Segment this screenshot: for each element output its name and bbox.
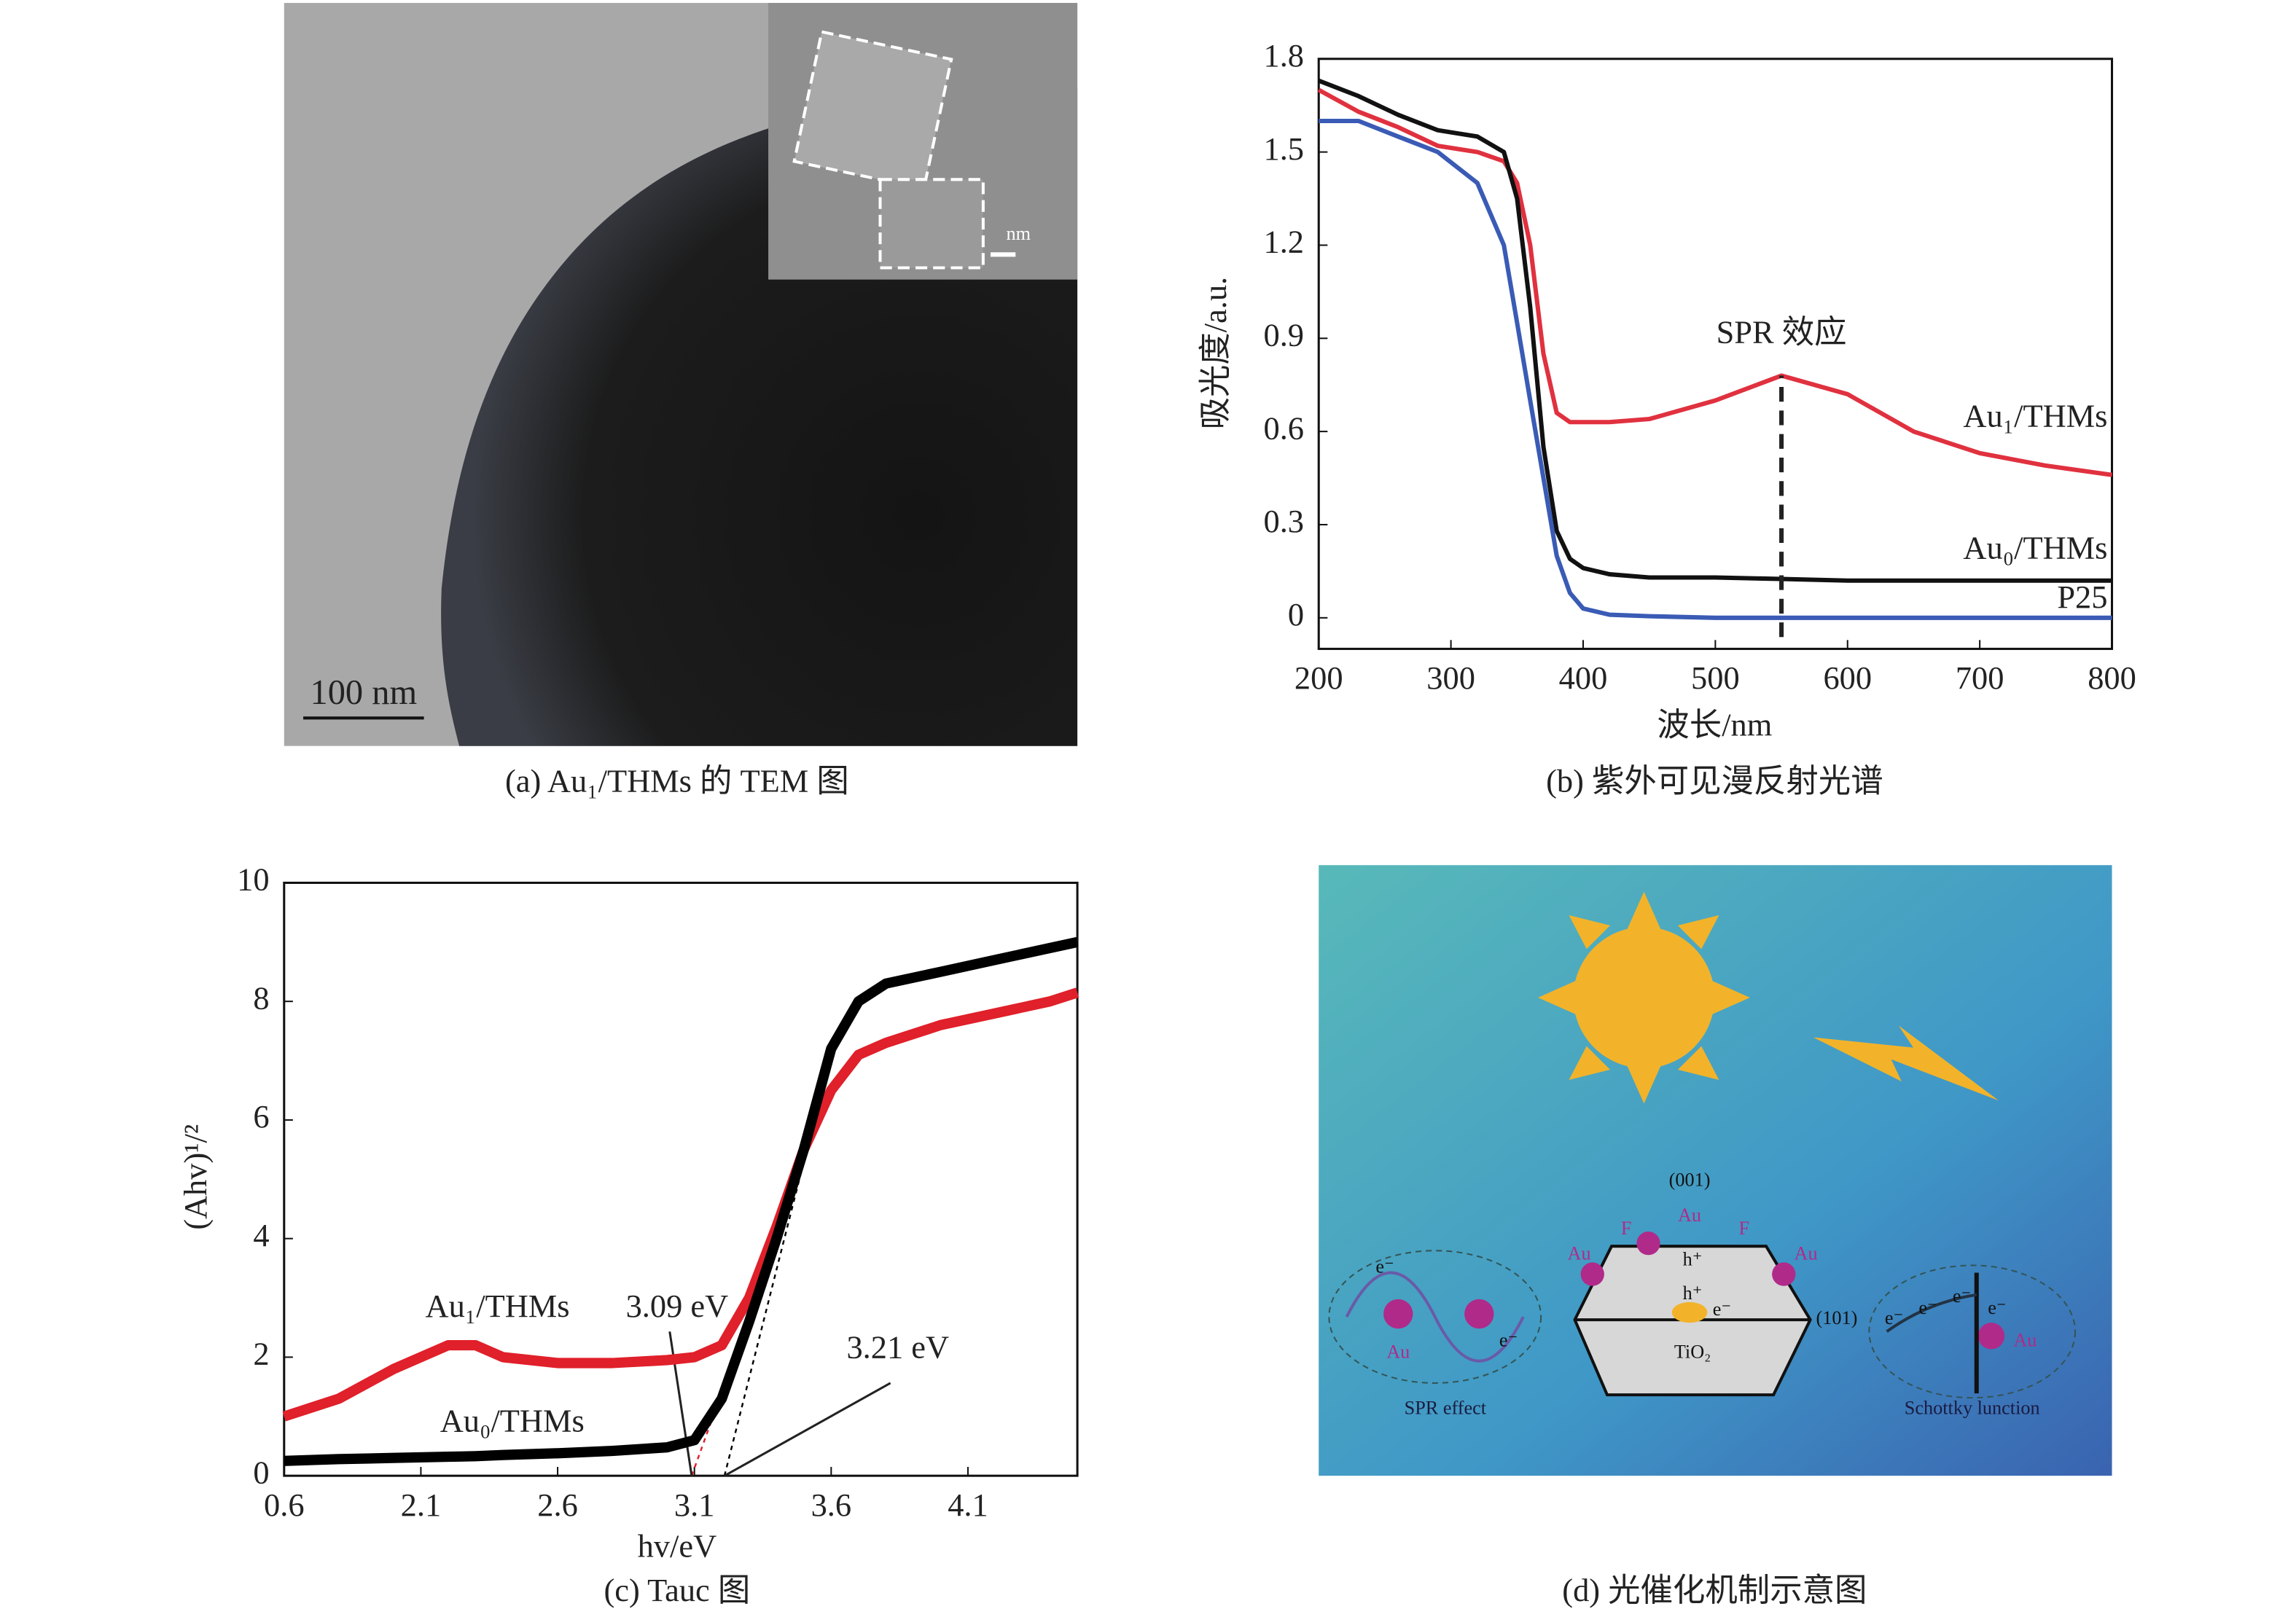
y-tick-label: 1.5: [1264, 130, 1305, 167]
annotation: SPR 效应: [1717, 314, 1847, 351]
y-tick-label: 1.2: [1264, 224, 1305, 260]
x-tick-label: 3.1: [674, 1487, 715, 1523]
y-tick-label: 4: [253, 1217, 269, 1253]
inset-scale: nm: [1007, 223, 1031, 244]
annotation: 3.21 eV: [846, 1329, 949, 1366]
diagram-label: (101): [1816, 1307, 1858, 1328]
diagram-label: e⁻: [1713, 1299, 1732, 1320]
diagram-label: h⁺: [1683, 1248, 1703, 1269]
x-axis-label: hv/eV: [638, 1527, 717, 1564]
diagram-label: e⁻: [1885, 1307, 1904, 1328]
y-tick-label: 8: [253, 979, 269, 1016]
series-line: [1319, 118, 2112, 620]
diagram-label: TiO₂: [1674, 1342, 1711, 1363]
x-tick-label: 2.6: [537, 1487, 578, 1523]
plot-frame: [283, 881, 1079, 1477]
tem-image: nm 100 nm: [284, 3, 1078, 746]
annotation: 3.09 eV: [626, 1288, 729, 1324]
series-label: Au₀/THMs: [440, 1403, 585, 1439]
x-tick-label: 600: [1823, 659, 1872, 696]
x-tick-label: 300: [1426, 659, 1475, 696]
y-axis-label: (Ahv)¹/²: [177, 1124, 214, 1230]
diagram-label: Schottky lunction: [1905, 1397, 2040, 1418]
y-tick-label: 0.3: [1264, 503, 1305, 539]
caption: (c) Tauc 图: [604, 1572, 751, 1608]
x-tick-label: 3.6: [811, 1487, 852, 1523]
diagram-label: e⁻: [1499, 1329, 1518, 1350]
y-tick-label: 2: [253, 1336, 269, 1372]
y-tick-label: 0: [253, 1454, 269, 1490]
diagram-label: Au: [1568, 1242, 1591, 1264]
diagram-label: e⁻: [1918, 1297, 1937, 1318]
series-line: [1318, 78, 2112, 583]
caption: (d) 光催化机制示意图: [1562, 1572, 1867, 1608]
diagram-label: (001): [1669, 1169, 1711, 1190]
annotation-arrow: [724, 1382, 891, 1477]
y-tick-label: 10: [237, 861, 269, 898]
diagram-label: e⁻: [1375, 1256, 1394, 1277]
mechanism-diagram: [1319, 865, 2112, 1476]
y-tick-label: 0.9: [1264, 316, 1305, 353]
y-tick-label: 1.8: [1264, 37, 1305, 74]
x-axis-label: 波长/nm: [1657, 707, 1772, 743]
series-label: Au₁/THMs: [426, 1288, 570, 1324]
x-tick-label: 700: [1956, 659, 2004, 696]
caption: (a) Au₁/THMs 的 TEM 图: [505, 762, 849, 799]
series-line: [282, 987, 1079, 1422]
diagram-label: F: [1738, 1218, 1749, 1239]
diagram-label: Au: [1795, 1242, 1818, 1264]
diagram-label: Au: [2013, 1329, 2037, 1350]
diagram-label: F: [1621, 1218, 1632, 1239]
diagram-label: e⁻: [1988, 1297, 2007, 1318]
x-tick-label: 2.1: [401, 1487, 442, 1523]
series-line: [284, 936, 1079, 1466]
y-tick-label: 0.6: [1264, 410, 1305, 446]
x-tick-label: 0.6: [264, 1487, 305, 1523]
y-tick-label: 6: [253, 1098, 269, 1135]
series-label: P25: [2057, 579, 2107, 615]
x-tick-label: 800: [2088, 659, 2136, 696]
y-axis-label: 吸光度/a.u.: [1197, 277, 1233, 430]
x-tick-label: 4.1: [948, 1487, 988, 1523]
series-label: Au₁/THMs: [1963, 397, 2107, 434]
diagram-label: Au: [1386, 1342, 1410, 1363]
scale-bar-label: 100 nm: [310, 673, 417, 712]
y-tick-label: 0: [1288, 596, 1304, 633]
diagram-label: SPR effect: [1405, 1397, 1487, 1418]
x-tick-label: 200: [1295, 659, 1343, 696]
diagram-label: Au: [1678, 1205, 1701, 1226]
tangent-line: [723, 1161, 805, 1476]
x-tick-label: 400: [1559, 659, 1608, 696]
x-tick-label: 500: [1691, 659, 1740, 696]
caption: (b) 紫外可见漫反射光谱: [1546, 762, 1883, 799]
series-label: Au₀/THMs: [1963, 529, 2107, 565]
diagram-label: h⁺: [1683, 1283, 1703, 1304]
diagram-label: e⁻: [1953, 1285, 1972, 1307]
series-line: [1317, 87, 2112, 477]
